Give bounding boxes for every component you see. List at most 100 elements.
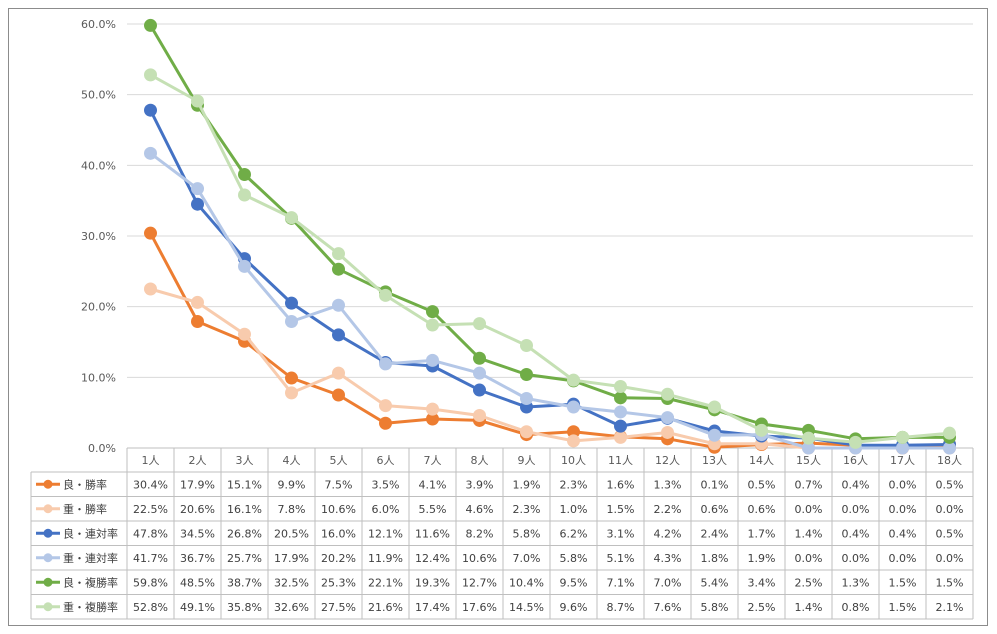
data-table-cell: 32.6% <box>274 601 309 614</box>
x-tick-label: 8人 <box>471 454 489 467</box>
x-tick-label: 1人 <box>142 454 160 467</box>
x-tick-label: 12人 <box>655 454 680 467</box>
data-table-cell: 4.6% <box>466 503 494 516</box>
data-table-cell: 3.4% <box>748 576 776 589</box>
data-point <box>473 383 486 397</box>
y-tick-label: 0.0% <box>88 442 116 455</box>
data-point <box>896 430 909 444</box>
data-table-cell: 2.4% <box>701 527 729 540</box>
y-tick-label: 20.0% <box>81 301 116 314</box>
x-tick-label: 13人 <box>702 454 727 467</box>
y-axis-ticks: 0.0% 10.0% 20.0% 30.0% 40.0% 50.0% 60.0% <box>81 18 116 455</box>
data-table-cell: 0.0% <box>842 503 870 516</box>
x-tick-label: 7人 <box>424 454 442 467</box>
x-tick-label: 18人 <box>937 454 962 467</box>
data-table-cell: 0.5% <box>748 478 776 491</box>
data-table-cell: 0.5% <box>936 527 964 540</box>
y-tick-label: 40.0% <box>81 159 116 172</box>
data-point <box>661 411 674 425</box>
data-table-cell: 38.7% <box>227 576 262 589</box>
data-table-cell: 0.6% <box>748 503 776 516</box>
data-table-cell: 2.5% <box>795 576 823 589</box>
data-table-cell: 8.7% <box>607 601 635 614</box>
data-table-cell: 0.8% <box>842 601 870 614</box>
y-tick-label: 60.0% <box>81 18 116 31</box>
data-point <box>520 368 533 382</box>
x-tick-label: 6人 <box>377 454 395 467</box>
data-table-cell: 5.5% <box>419 503 447 516</box>
data-table-cell: 0.0% <box>795 503 823 516</box>
data-point <box>473 317 486 331</box>
data-point <box>285 371 298 385</box>
data-point <box>285 315 298 329</box>
data-table-cell: 0.4% <box>842 527 870 540</box>
data-point <box>661 387 674 401</box>
legend-label: 重・連対率 <box>63 551 118 565</box>
data-table-cell: 12.7% <box>462 576 497 589</box>
data-table-cell: 16.0% <box>321 527 356 540</box>
series-line <box>149 232 950 450</box>
data-point <box>379 357 392 371</box>
data-table-cell: 48.5% <box>180 576 215 589</box>
legend-label: 重・複勝率 <box>63 600 118 614</box>
data-table-cell: 2.1% <box>936 601 964 614</box>
data-point <box>191 197 204 211</box>
data-table-cell: 20.6% <box>180 503 215 516</box>
data-point <box>567 434 580 448</box>
data-table-cell: 30.4% <box>133 478 168 491</box>
data-table-cell: 11.9% <box>368 552 403 565</box>
data-point <box>332 366 345 380</box>
data-point <box>426 402 439 416</box>
data-table-cell: 1.8% <box>701 552 729 565</box>
data-table-cell: 10.4% <box>509 576 544 589</box>
data-table-cell: 12.4% <box>415 552 450 565</box>
series-line <box>149 24 950 441</box>
data-table-cell: 25.3% <box>321 576 356 589</box>
data-table-cell: 52.8% <box>133 601 168 614</box>
series-line <box>149 73 950 444</box>
data-point <box>144 103 157 117</box>
data-table-cell: 7.0% <box>654 576 682 589</box>
data-table-cell: 1.5% <box>607 503 635 516</box>
x-tick-label: 2人 <box>189 454 207 467</box>
x-tick-label: 11人 <box>608 454 633 467</box>
series-6 <box>144 68 956 449</box>
data-point <box>426 353 439 367</box>
y-tick-label: 10.0% <box>81 371 116 384</box>
data-table-cell: 11.6% <box>415 527 450 540</box>
data-table-cell: 1.5% <box>889 576 917 589</box>
data-table-cell: 1.4% <box>795 527 823 540</box>
data-point <box>473 408 486 422</box>
data-table-cell: 1.4% <box>795 601 823 614</box>
series-line <box>149 152 950 450</box>
x-tick-label: 4人 <box>283 454 301 467</box>
data-table-cell: 16.1% <box>227 503 262 516</box>
data-table-cell: 36.7% <box>180 552 215 565</box>
data-point <box>144 226 157 240</box>
data-point <box>473 366 486 380</box>
data-point <box>144 68 157 82</box>
data-table-cell: 0.5% <box>936 478 964 491</box>
data-table-cell: 9.6% <box>560 601 588 614</box>
data-table-cell: 59.8% <box>133 576 168 589</box>
data-table-cell: 1.5% <box>889 601 917 614</box>
data-table-cell: 1.7% <box>748 527 776 540</box>
series-line <box>150 287 950 450</box>
legend-label: 重・勝率 <box>63 502 107 516</box>
data-table-cell: 0.4% <box>889 527 917 540</box>
x-tick-label: 5人 <box>330 454 348 467</box>
data-table-cell: 9.9% <box>278 478 306 491</box>
data-table-cell: 4.1% <box>419 478 447 491</box>
legend-key-marker <box>43 479 53 489</box>
data-point <box>191 295 204 309</box>
data-table-cell: 1.9% <box>748 552 776 565</box>
data-point <box>426 412 439 426</box>
data-table-cell: 49.1% <box>180 601 215 614</box>
data-point <box>379 399 392 413</box>
x-tick-label: 9人 <box>518 454 536 467</box>
x-tick-label: 17人 <box>890 454 915 467</box>
data-point <box>191 94 204 108</box>
data-table-cell: 12.1% <box>368 527 403 540</box>
data-table-cell: 35.8% <box>227 601 262 614</box>
